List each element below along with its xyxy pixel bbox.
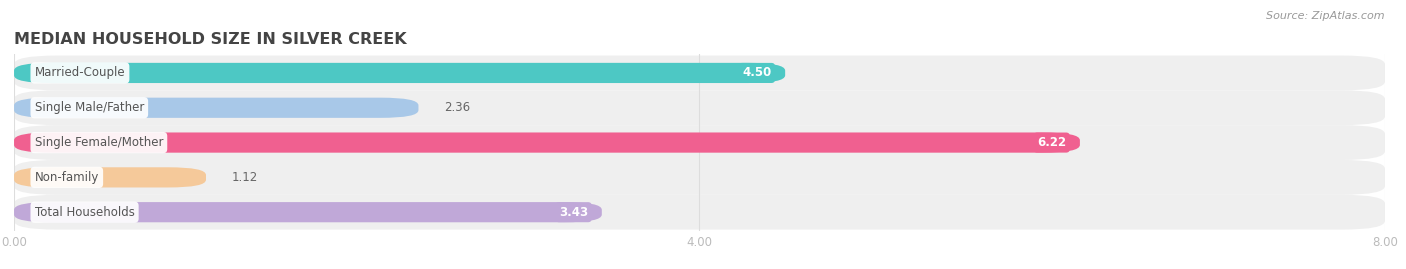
- FancyBboxPatch shape: [14, 195, 1385, 230]
- Text: 1.12: 1.12: [232, 171, 257, 184]
- Text: 3.43: 3.43: [560, 206, 588, 219]
- FancyBboxPatch shape: [14, 160, 1385, 195]
- Text: Married-Couple: Married-Couple: [35, 66, 125, 79]
- FancyBboxPatch shape: [14, 63, 785, 83]
- Text: Single Male/Father: Single Male/Father: [35, 101, 143, 114]
- Text: Total Households: Total Households: [35, 206, 135, 219]
- Text: 2.36: 2.36: [444, 101, 470, 114]
- FancyBboxPatch shape: [14, 125, 1385, 160]
- FancyBboxPatch shape: [14, 167, 207, 187]
- Text: Non-family: Non-family: [35, 171, 98, 184]
- FancyBboxPatch shape: [14, 55, 1385, 90]
- Text: Source: ZipAtlas.com: Source: ZipAtlas.com: [1267, 11, 1385, 21]
- Text: 4.50: 4.50: [742, 66, 772, 79]
- Text: MEDIAN HOUSEHOLD SIZE IN SILVER CREEK: MEDIAN HOUSEHOLD SIZE IN SILVER CREEK: [14, 32, 406, 47]
- Text: 6.22: 6.22: [1038, 136, 1066, 149]
- FancyBboxPatch shape: [14, 98, 419, 118]
- FancyBboxPatch shape: [14, 202, 602, 222]
- FancyBboxPatch shape: [14, 132, 1080, 153]
- Text: Single Female/Mother: Single Female/Mother: [35, 136, 163, 149]
- FancyBboxPatch shape: [14, 90, 1385, 125]
